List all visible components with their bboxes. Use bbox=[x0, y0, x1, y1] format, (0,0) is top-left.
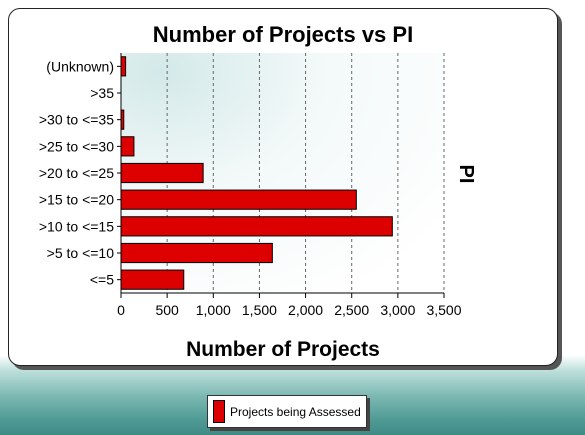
bar bbox=[120, 189, 357, 210]
category-label: (Unknown) bbox=[46, 58, 114, 74]
x-tick-label: 0 bbox=[117, 302, 125, 318]
x-tick-label: 2,000 bbox=[288, 302, 323, 318]
x-tick-label: 2,500 bbox=[334, 302, 369, 318]
legend-label: Projects being Assessed bbox=[230, 404, 361, 419]
bar bbox=[120, 269, 185, 290]
category-label: >10 to <=15 bbox=[39, 218, 114, 234]
bar bbox=[120, 216, 393, 237]
bar-chart: Number of Projects vs PI <=5 >5 to <=10 >1… bbox=[39, 22, 477, 361]
x-tick-label: 1,500 bbox=[242, 302, 277, 318]
x-tick-label: 1,000 bbox=[196, 302, 231, 318]
category-label: >25 to <=30 bbox=[39, 138, 114, 154]
legend-swatch bbox=[213, 400, 225, 423]
category-label: >20 to <=25 bbox=[39, 165, 114, 181]
bar bbox=[120, 242, 273, 264]
bar bbox=[120, 56, 127, 77]
x-tick-label: 3,500 bbox=[426, 302, 461, 318]
legend: Projects being Assessed bbox=[207, 395, 367, 428]
chart-panel: Number of Projects vs PI <=5 >5 to <=10 >1… bbox=[8, 8, 558, 366]
category-label: <=5 bbox=[90, 272, 114, 288]
x-tick-label: 500 bbox=[155, 302, 179, 318]
x-tick-labels: 0 500 1,000 1,500 2,000 2,500 3,000 3,500 bbox=[117, 302, 462, 318]
y-axis-title: PI bbox=[455, 165, 477, 184]
x-axis-title: Number of Projects bbox=[186, 338, 380, 361]
category-label: >30 to <=35 bbox=[39, 112, 114, 128]
category-label: >5 to <=10 bbox=[47, 245, 115, 261]
bar bbox=[120, 136, 135, 157]
category-label: >15 to <=20 bbox=[39, 192, 114, 208]
bar bbox=[120, 162, 204, 184]
x-tick-label: 3,000 bbox=[380, 302, 415, 318]
chart-title: Number of Projects vs PI bbox=[153, 22, 413, 47]
category-label: >35 bbox=[90, 85, 114, 101]
axes bbox=[117, 53, 445, 298]
category-labels: <=5 >5 to <=10 >10 to <=15 >15 to <=20 >20 t… bbox=[39, 58, 114, 287]
